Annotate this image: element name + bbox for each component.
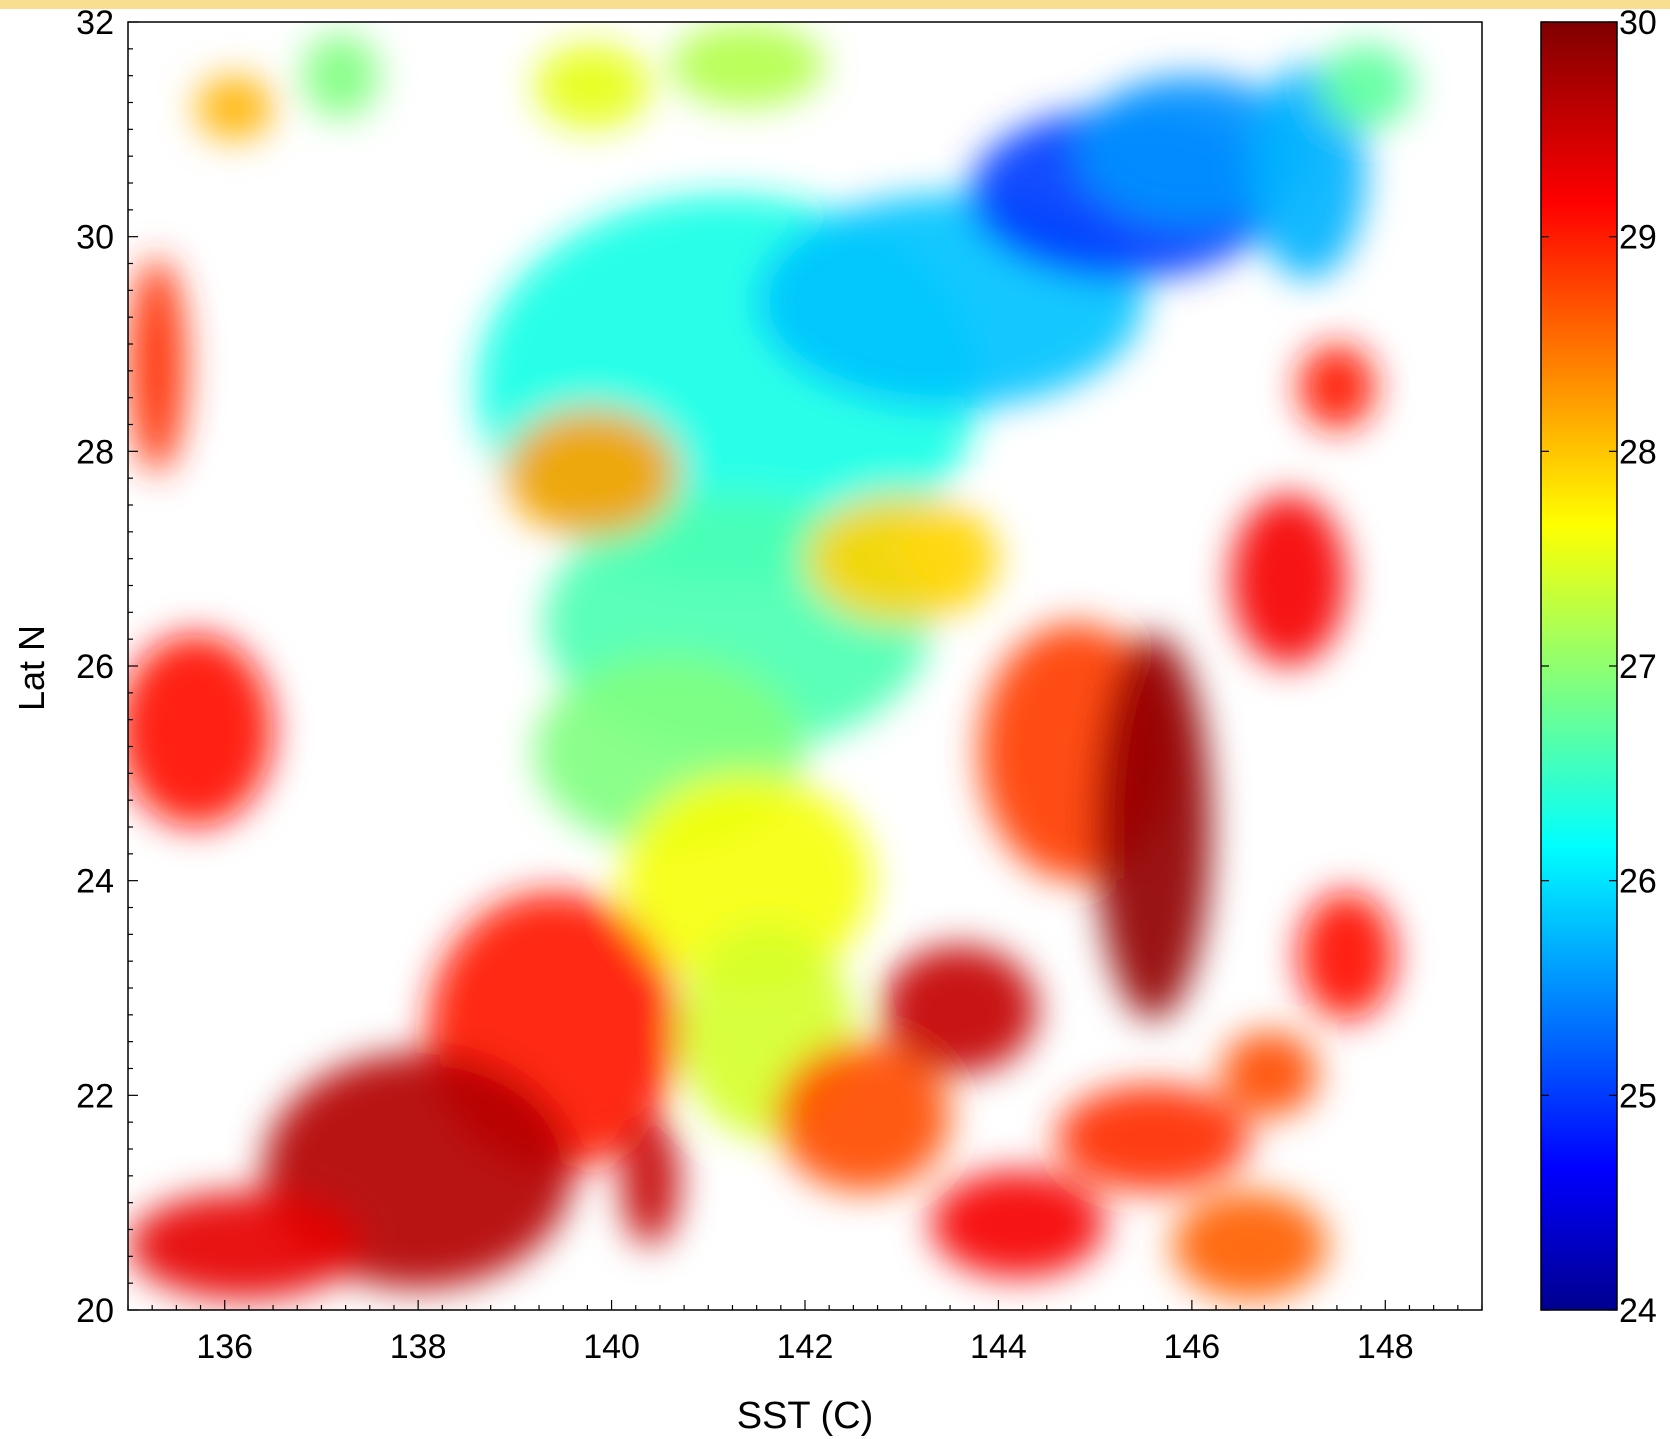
sst-region-25 (669, 22, 825, 108)
colorbar-tick-label: 28 (1619, 433, 1657, 471)
colorbar (1540, 21, 1618, 1311)
colorbar-tick-label: 27 (1619, 648, 1657, 686)
y-tick-label: 28 (76, 433, 114, 471)
sst-region-22 (195, 75, 274, 141)
colorbar-tick-label: 25 (1619, 1077, 1657, 1115)
sst-region-19 (128, 1191, 361, 1300)
sst-region-18 (621, 1116, 680, 1246)
y-tick-label: 22 (76, 1077, 114, 1115)
sst-region-5 (1317, 43, 1415, 130)
x-tick-label: 144 (970, 1328, 1027, 1366)
x-tick-label: 138 (390, 1328, 447, 1366)
sst-region-15 (775, 1041, 951, 1192)
x-tick-label: 146 (1163, 1328, 1220, 1366)
x-axis-label: SST (C) (737, 1395, 874, 1437)
x-tick-label: 148 (1357, 1328, 1414, 1366)
y-axis: 20 22 24 26 28 30 32 (76, 4, 138, 1330)
sst-region-23 (302, 32, 380, 119)
y-tick-label: 20 (76, 1292, 114, 1330)
sst-region-30 (1056, 1084, 1250, 1192)
sst-region-26 (1298, 344, 1376, 430)
sst-region-21 (128, 258, 187, 473)
sst-region-3 (1075, 75, 1308, 226)
y-axis-label: Lat N (11, 625, 52, 711)
sst-region-24 (534, 43, 651, 130)
sst-region-13 (1095, 633, 1212, 1021)
sst-region-10 (505, 408, 680, 538)
y-tick-label: 24 (76, 863, 114, 901)
top-border-strip (0, 0, 1670, 9)
sst-region-32 (930, 1170, 1105, 1278)
y-tick-label: 26 (76, 648, 114, 686)
colorbar-tick-label: 30 (1619, 4, 1657, 42)
colorbar-axis: 24 25 26 27 28 29 30 (1541, 4, 1657, 1330)
x-tick-label: 142 (777, 1328, 834, 1366)
colorbar-tick-label: 24 (1619, 1292, 1657, 1330)
sst-blurred-layer (128, 22, 1415, 1300)
sst-region-8 (621, 773, 873, 989)
sst-region-11 (805, 494, 999, 624)
sst-region-31 (1172, 1191, 1328, 1300)
y-tick-label: 32 (76, 4, 114, 42)
sst-region-27 (1230, 494, 1347, 666)
sst-region-20 (128, 633, 274, 827)
x-axis: 136 138 140 142 144 146 148 (127, 1300, 1483, 1366)
sst-field (128, 22, 1415, 1300)
y-tick-label: 30 (76, 219, 114, 257)
sst-region-28 (1298, 891, 1395, 1021)
sst-region-29 (1220, 1030, 1318, 1117)
colorbar-tick-label: 26 (1619, 863, 1657, 901)
x-tick-label: 136 (196, 1328, 253, 1366)
colorbar-tick-label: 29 (1619, 219, 1657, 257)
sst-region-14 (882, 945, 1038, 1074)
x-tick-label: 140 (583, 1328, 640, 1366)
